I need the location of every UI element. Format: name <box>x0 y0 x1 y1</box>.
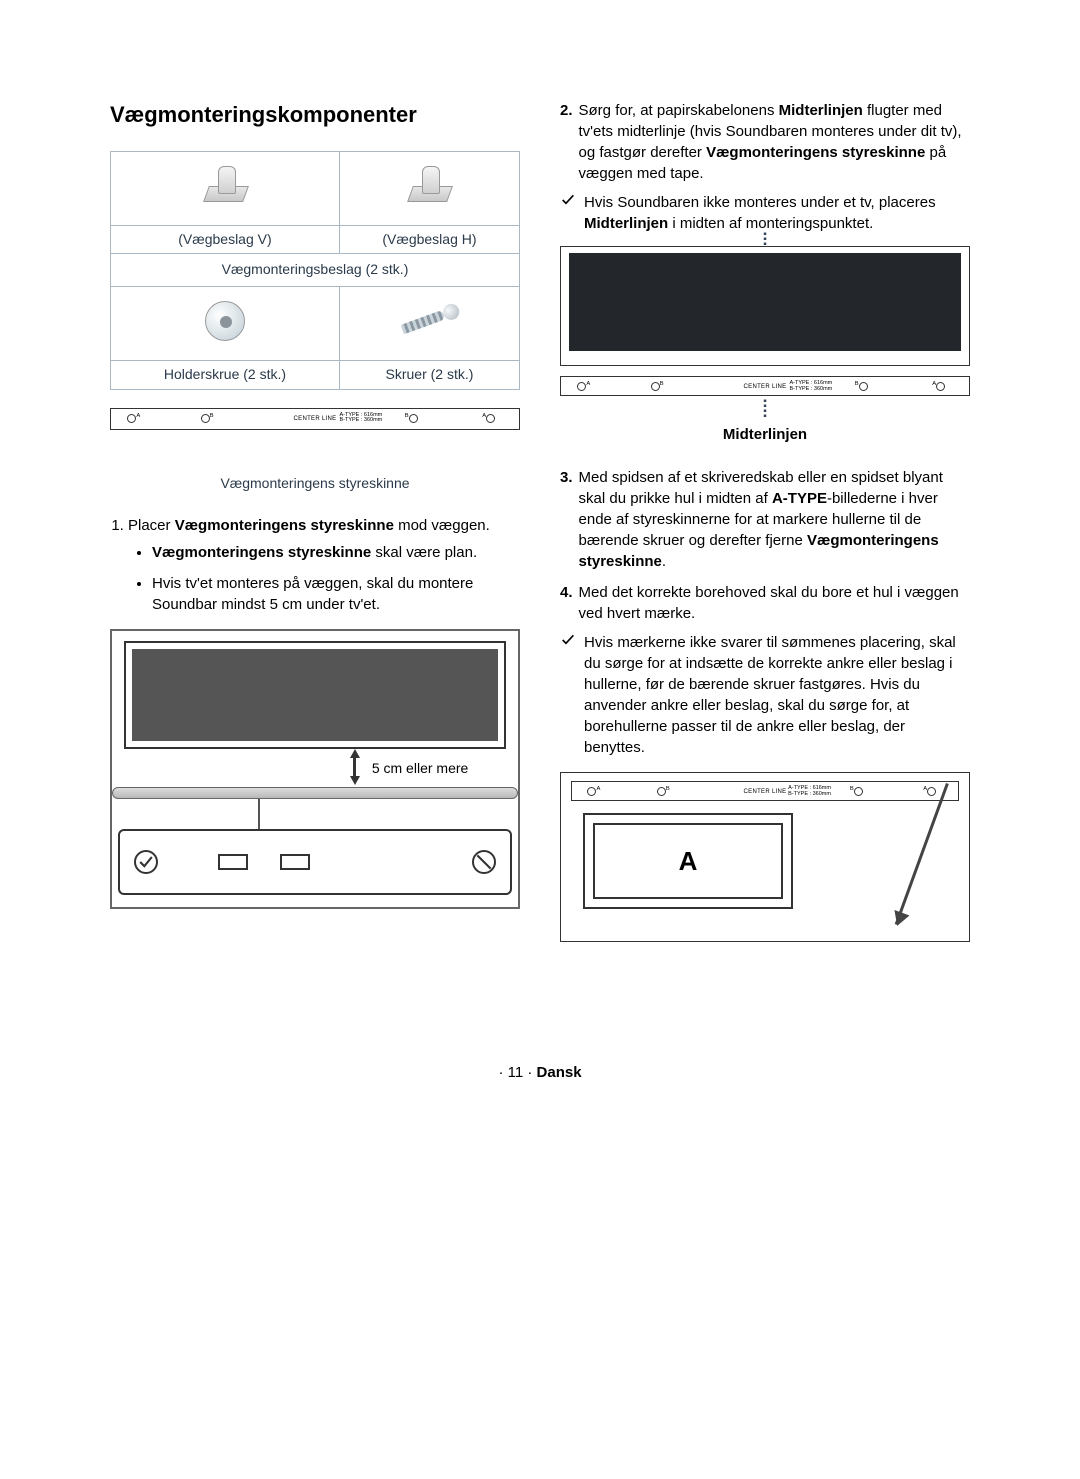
soundbar-chip-a-icon <box>218 854 248 870</box>
step-1-bullet-2: Hvis tv'et monteres på væggen, skal du m… <box>152 573 520 615</box>
screws-label: Skruer (2 stk.) <box>339 360 519 389</box>
guide-type-label: A-TYPE : 616mmB-TYPE : 360mm <box>339 413 382 424</box>
step-2-text: Sørg for, at papirskabelonens Midterlinj… <box>579 100 970 184</box>
bracket-left-image-cell <box>111 151 340 225</box>
step-4-text: Med det korrekte borehoved skal du bore … <box>579 582 970 624</box>
step-3-number: 3. <box>560 467 573 572</box>
bracket-right-icon <box>400 166 458 206</box>
soundbar-icon <box>112 787 518 799</box>
step-1: Placer Vægmonteringens styreskinne mod v… <box>128 515 520 615</box>
step-4-check-text: Hvis mærkerne ikke svarer til sømmenes p… <box>584 632 970 758</box>
step-2-number: 2. <box>560 100 573 184</box>
guide-b-left: B <box>210 413 214 419</box>
components-table: (Vægbeslag V) (Vægbeslag H) Vægmontering… <box>110 151 520 390</box>
screw-image-cell <box>339 286 519 360</box>
bracket-right-label: (Vægbeslag H) <box>339 225 519 254</box>
washer-icon <box>205 301 245 341</box>
guide-caption: Vægmonteringens styreskinne <box>110 474 520 494</box>
a-type-letter: A <box>679 843 698 879</box>
soundbar-chip-b-icon <box>280 854 310 870</box>
figure-marking: A B CENTER LINE A-TYPE : 616mmB-TYPE : 3… <box>560 772 970 942</box>
guide-centerline-label: CENTER LINE <box>294 415 337 423</box>
bracket-left-icon <box>196 166 254 206</box>
holder-screw-image-cell <box>111 286 340 360</box>
section-heading: Vægmonteringskomponenter <box>110 100 520 131</box>
check-icon <box>560 192 576 234</box>
guide-a-left: A <box>136 413 140 419</box>
two-column-layout: Vægmonteringskomponenter (Vægbeslag V) (… <box>110 100 970 942</box>
alignment-guide-strip: A B CENTER LINE A-TYPE : 616mmB-TYPE : 3… <box>560 376 970 396</box>
midline-caption: Midterlinjen <box>560 424 970 445</box>
bracket-right-image-cell <box>339 151 519 225</box>
distance-label: 5 cm eller mere <box>372 759 468 779</box>
left-steps-list: Placer Vægmonteringens styreskinne mod v… <box>110 515 520 615</box>
step-3-text: Med spidsen af et skriveredskab eller en… <box>579 467 970 572</box>
step-4-check: Hvis mærkerne ikke svarer til sømmenes p… <box>560 632 970 758</box>
distance-arrow-icon <box>347 749 361 785</box>
step-2-check: Hvis Soundbaren ikke monteres under et t… <box>560 192 970 234</box>
step-1-bullet-1: Vægmonteringens styreskinne skal være pl… <box>152 542 520 563</box>
pencil-icon <box>895 783 949 925</box>
figure-alignment: ▪▪▪ A B CENTER LINE A-TYPE : 616mmB-TYPE… <box>560 246 970 445</box>
soundbar-zoom <box>118 829 512 895</box>
bracket-left-label: (Vægbeslag V) <box>111 225 340 254</box>
check-icon <box>560 632 576 758</box>
screw-icon <box>400 303 459 339</box>
step-4-number: 4. <box>560 582 573 624</box>
soundbar-end-left-icon <box>134 850 158 874</box>
guide-strip: A B CENTER LINE A-TYPE : 616mmB-TYPE : 3… <box>110 408 520 430</box>
left-column: Vægmonteringskomponenter (Vægbeslag V) (… <box>110 100 520 942</box>
right-column: 2. Sørg for, at papirskabelonens Midterl… <box>560 100 970 942</box>
holder-screw-label: Holderskrue (2 stk.) <box>111 360 340 389</box>
soundbar-end-right-icon <box>472 850 496 874</box>
page-footer: · 11 · Dansk <box>110 1062 970 1083</box>
brackets-span-label: Vægmonteringsbeslag (2 stk.) <box>111 254 520 287</box>
figure-tv-distance: 5 cm eller mere <box>110 629 520 909</box>
